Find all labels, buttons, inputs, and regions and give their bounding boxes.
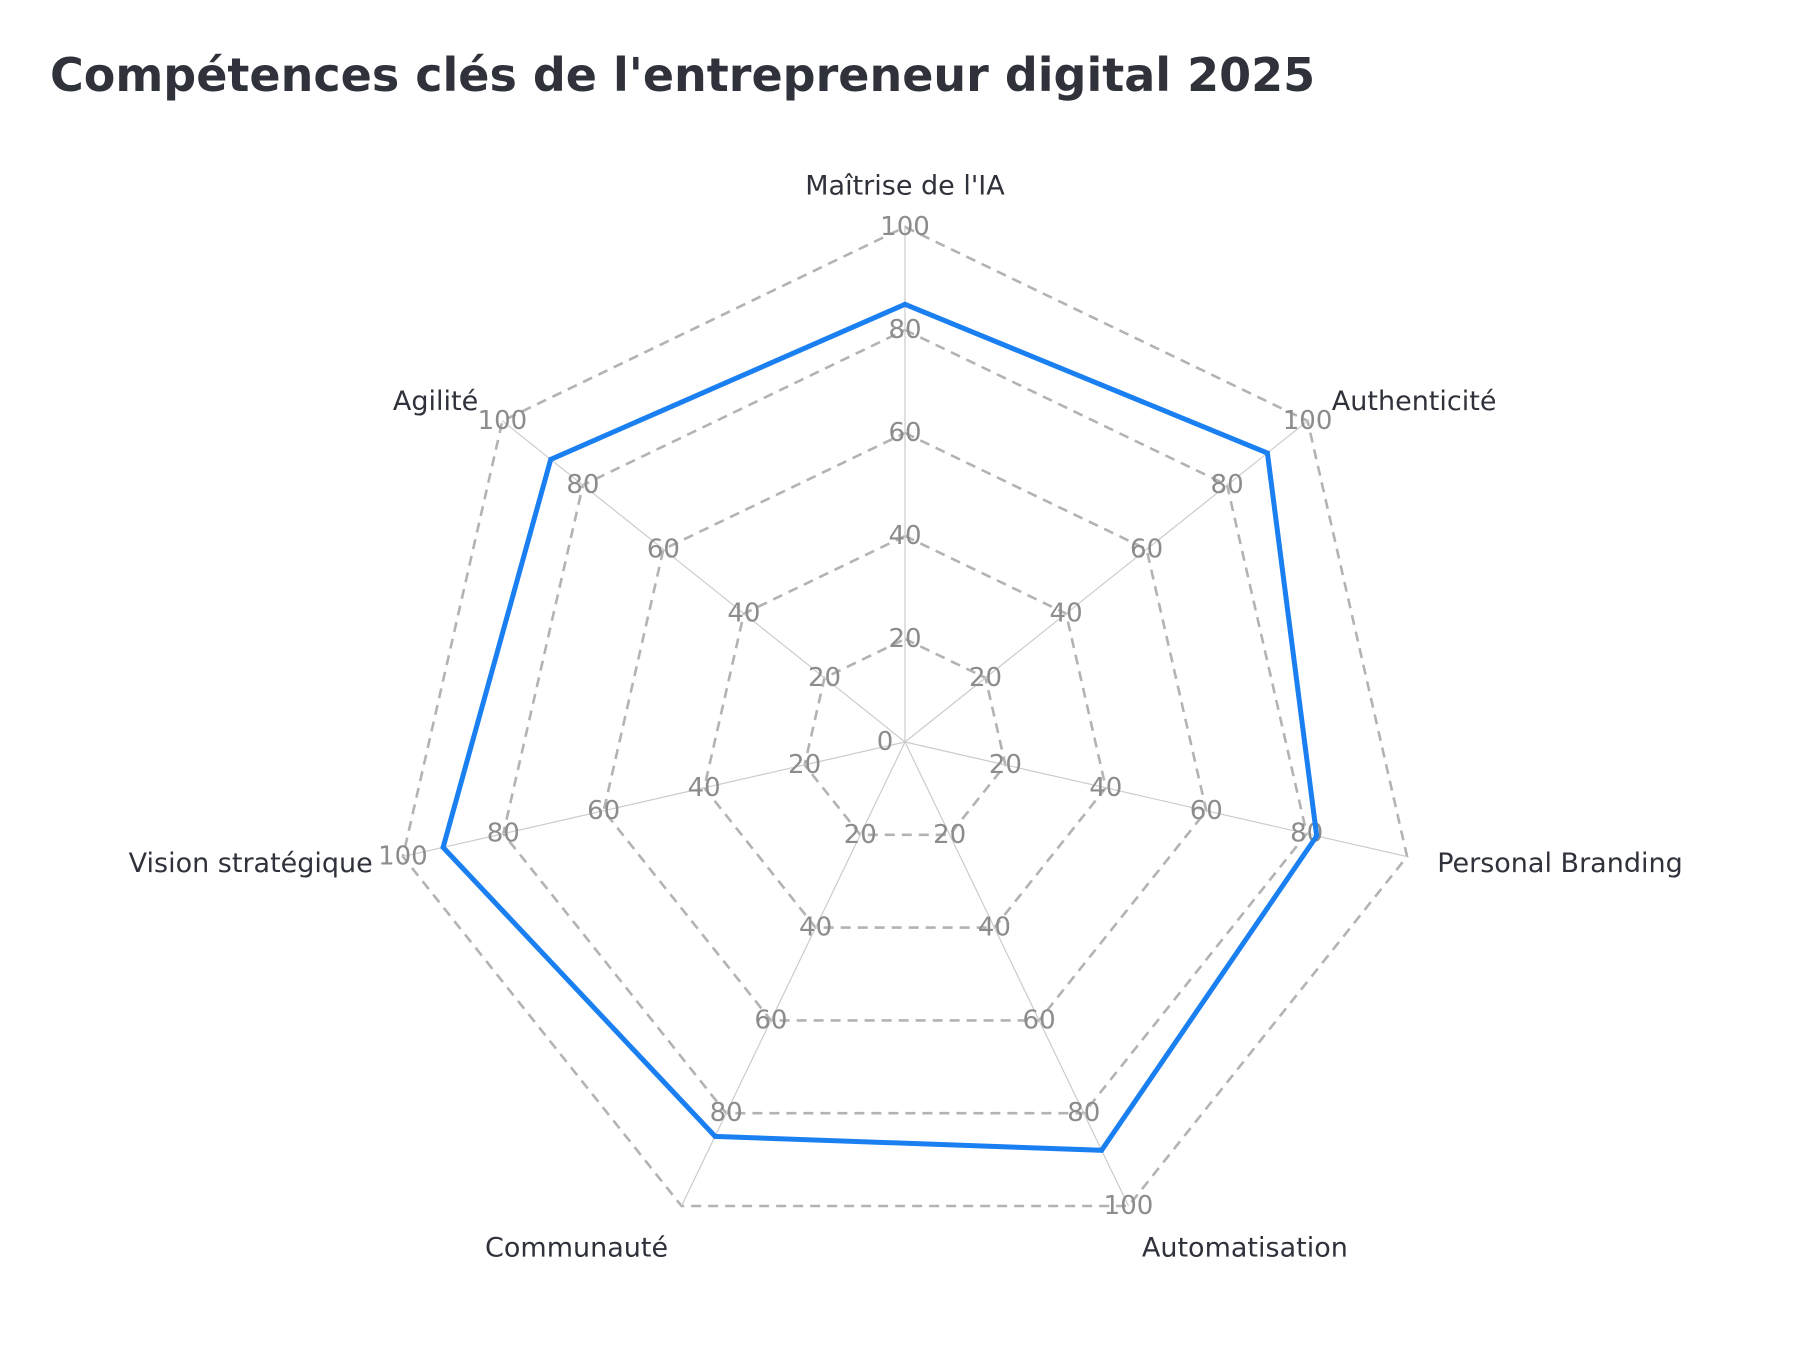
tick-label: 100 bbox=[1104, 1191, 1154, 1221]
category-label: Authenticité bbox=[1332, 386, 1497, 417]
tick-label: 20 bbox=[888, 624, 921, 654]
tick-label: 60 bbox=[888, 418, 921, 448]
tick-label: 40 bbox=[978, 913, 1011, 943]
tick-label: 40 bbox=[1050, 599, 1083, 629]
grid-ring-40 bbox=[702, 534, 1108, 929]
grid-ring-20 bbox=[803, 637, 1007, 837]
tick-label: 100 bbox=[880, 212, 930, 242]
axis-spoke bbox=[402, 741, 906, 858]
series-line bbox=[440, 301, 1320, 1153]
tick-label: 60 bbox=[587, 796, 620, 826]
tick-label: 20 bbox=[788, 750, 821, 780]
grid-ring-100 bbox=[401, 225, 1409, 1208]
tick-label: 40 bbox=[688, 773, 721, 803]
chart-title: Compétences clés de l'entrepreneur digit… bbox=[50, 48, 1316, 102]
tick-label: 60 bbox=[1190, 796, 1223, 826]
axis-spoke bbox=[904, 420, 1308, 743]
axis-spoke bbox=[502, 420, 906, 743]
tick-label: 20 bbox=[844, 820, 877, 850]
tick-label: 100 bbox=[378, 842, 428, 872]
tick-label-center: 0 bbox=[877, 727, 894, 757]
data-point bbox=[440, 844, 446, 850]
tick-label: 40 bbox=[727, 599, 760, 629]
axis-labels: Maîtrise de l'IA Authenticité Personal Bra… bbox=[129, 171, 1683, 1264]
data-series bbox=[440, 301, 1320, 1153]
grid-ring-60 bbox=[602, 431, 1208, 1022]
data-point bbox=[902, 301, 908, 307]
tick-label: 60 bbox=[1130, 534, 1163, 564]
tick-label: 60 bbox=[1023, 1005, 1056, 1035]
data-point bbox=[712, 1133, 718, 1139]
tick-label: 40 bbox=[1089, 773, 1122, 803]
tick-label: 80 bbox=[710, 1098, 743, 1128]
grid-rings bbox=[401, 225, 1409, 1208]
category-label: Agilité bbox=[393, 386, 478, 417]
category-label: Communauté bbox=[485, 1232, 668, 1263]
axis-spokes bbox=[402, 227, 1408, 1207]
data-point bbox=[548, 456, 554, 462]
category-label: Automatisation bbox=[1142, 1232, 1348, 1263]
tick-label: 20 bbox=[808, 663, 841, 693]
data-point bbox=[1264, 450, 1270, 456]
category-label: Vision stratégique bbox=[129, 848, 373, 879]
tick-label: 80 bbox=[1067, 1098, 1100, 1128]
tick-label: 100 bbox=[1283, 406, 1333, 436]
tick-label: 20 bbox=[933, 820, 966, 850]
data-point bbox=[1099, 1147, 1105, 1153]
axis-spoke bbox=[904, 741, 1130, 1207]
tick-labels: 20 40 60 80 100 20 40 60 80 100 20 40 60 80 20 40 60 80 10… bbox=[378, 212, 1332, 1221]
grid-ring-80 bbox=[501, 328, 1309, 1115]
tick-label: 40 bbox=[799, 913, 832, 943]
data-point bbox=[1314, 833, 1320, 839]
tick-label: 80 bbox=[566, 470, 599, 500]
tick-label: 20 bbox=[969, 663, 1002, 693]
category-label: Personal Branding bbox=[1437, 848, 1683, 879]
axis-spoke bbox=[680, 741, 906, 1207]
tick-label: 60 bbox=[754, 1005, 787, 1035]
axis-spoke bbox=[904, 741, 1408, 858]
tick-label: 60 bbox=[647, 534, 680, 564]
tick-label: 40 bbox=[888, 521, 921, 551]
tick-label: 80 bbox=[487, 819, 520, 849]
tick-label: 80 bbox=[888, 315, 921, 345]
tick-label: 80 bbox=[1211, 470, 1244, 500]
tick-label: 20 bbox=[989, 750, 1022, 780]
tick-label: 100 bbox=[478, 406, 528, 436]
category-label: Maîtrise de l'IA bbox=[805, 171, 1005, 202]
